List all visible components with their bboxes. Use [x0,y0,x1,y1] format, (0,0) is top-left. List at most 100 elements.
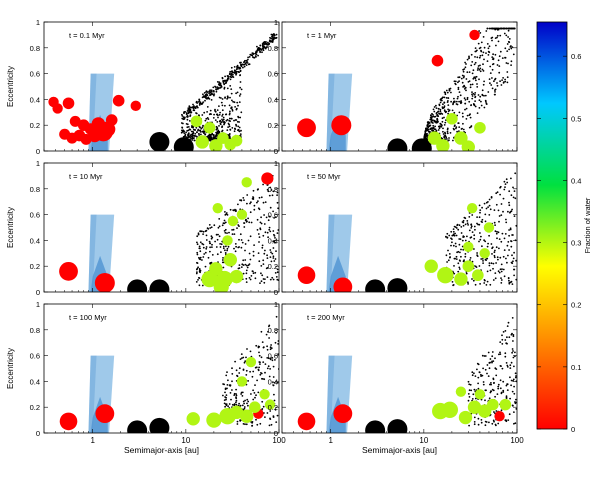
test-particle [469,383,472,386]
embryo [259,389,270,400]
test-particle [261,378,264,380]
test-particle [478,204,481,207]
test-particle [227,122,230,125]
embryo [487,398,499,411]
test-particle [271,194,274,197]
test-particle [490,243,493,245]
y-tick-label: 0 [274,429,278,438]
test-particle [266,345,268,348]
test-particle [272,257,275,259]
test-particle [201,284,204,287]
test-particle [257,54,259,57]
test-particle [480,100,482,103]
test-particle [212,134,215,136]
test-particle [231,389,233,391]
test-particle [491,253,493,255]
test-particle [504,47,507,50]
test-particle [266,188,269,191]
test-particle [260,265,263,267]
test-particle [486,60,489,62]
test-particle [457,228,460,231]
test-particle [452,102,455,105]
test-particle [218,225,221,228]
test-particle [184,116,186,119]
embryo [446,112,458,125]
test-particle [210,99,213,101]
test-particle [233,119,235,122]
test-particle [507,210,509,213]
test-particle [494,224,496,227]
test-particle [497,59,500,62]
test-particle [470,389,473,392]
test-particle [204,265,207,268]
y-tick-label: 1 [36,300,40,309]
test-particle [240,239,243,241]
test-particle [194,132,197,135]
test-particle [497,270,500,273]
test-particle [218,81,221,84]
test-particle [474,100,476,102]
test-particle [236,227,238,230]
test-particle [485,389,487,392]
test-particle [264,43,267,45]
test-particle [506,325,509,327]
test-particle [185,131,188,134]
test-particle [257,391,260,394]
test-particle [188,106,191,109]
test-particle [491,56,494,58]
test-particle [498,65,501,67]
test-particle [457,86,460,89]
test-particle [257,200,259,203]
test-particle [238,402,241,405]
test-particle [247,400,250,403]
embryo [94,272,115,292]
test-particle [506,71,509,73]
test-particle [267,190,270,193]
test-particle [201,242,204,245]
test-particle [481,206,483,209]
test-particle [250,393,252,395]
test-particle [234,127,236,130]
test-particle [209,139,211,142]
test-particle [451,238,453,241]
test-particle [470,227,473,229]
test-particle [506,244,509,247]
test-particle [514,402,517,405]
test-particle [197,279,199,281]
test-particle [506,50,509,52]
test-particle [469,83,472,86]
test-particle [442,130,444,133]
test-particle [499,185,502,188]
test-particle [256,229,259,231]
test-particle [248,56,251,58]
test-particle [198,98,201,101]
test-particle [432,129,435,132]
test-particle [471,278,473,280]
test-particle [488,204,491,207]
test-particle [205,234,208,237]
test-particle [216,109,219,111]
test-particle [479,283,481,285]
test-particle [488,367,491,370]
test-particle [504,339,507,341]
test-particle [454,242,457,245]
test-particle [186,115,189,118]
test-particle [197,233,200,236]
test-particle [510,361,513,364]
test-particle [235,245,238,248]
test-particle [508,249,510,251]
test-particle [263,214,265,216]
test-particle [508,279,510,282]
test-particle [243,199,245,202]
test-particle [268,228,271,231]
test-particle [206,111,209,113]
test-particle [474,77,477,80]
test-particle [220,97,222,99]
test-particle [492,57,495,60]
test-particle [509,211,512,213]
test-particle [266,44,268,46]
test-particle [224,97,226,99]
test-particle [506,364,509,367]
test-particle [485,52,487,54]
test-particle [478,30,480,32]
